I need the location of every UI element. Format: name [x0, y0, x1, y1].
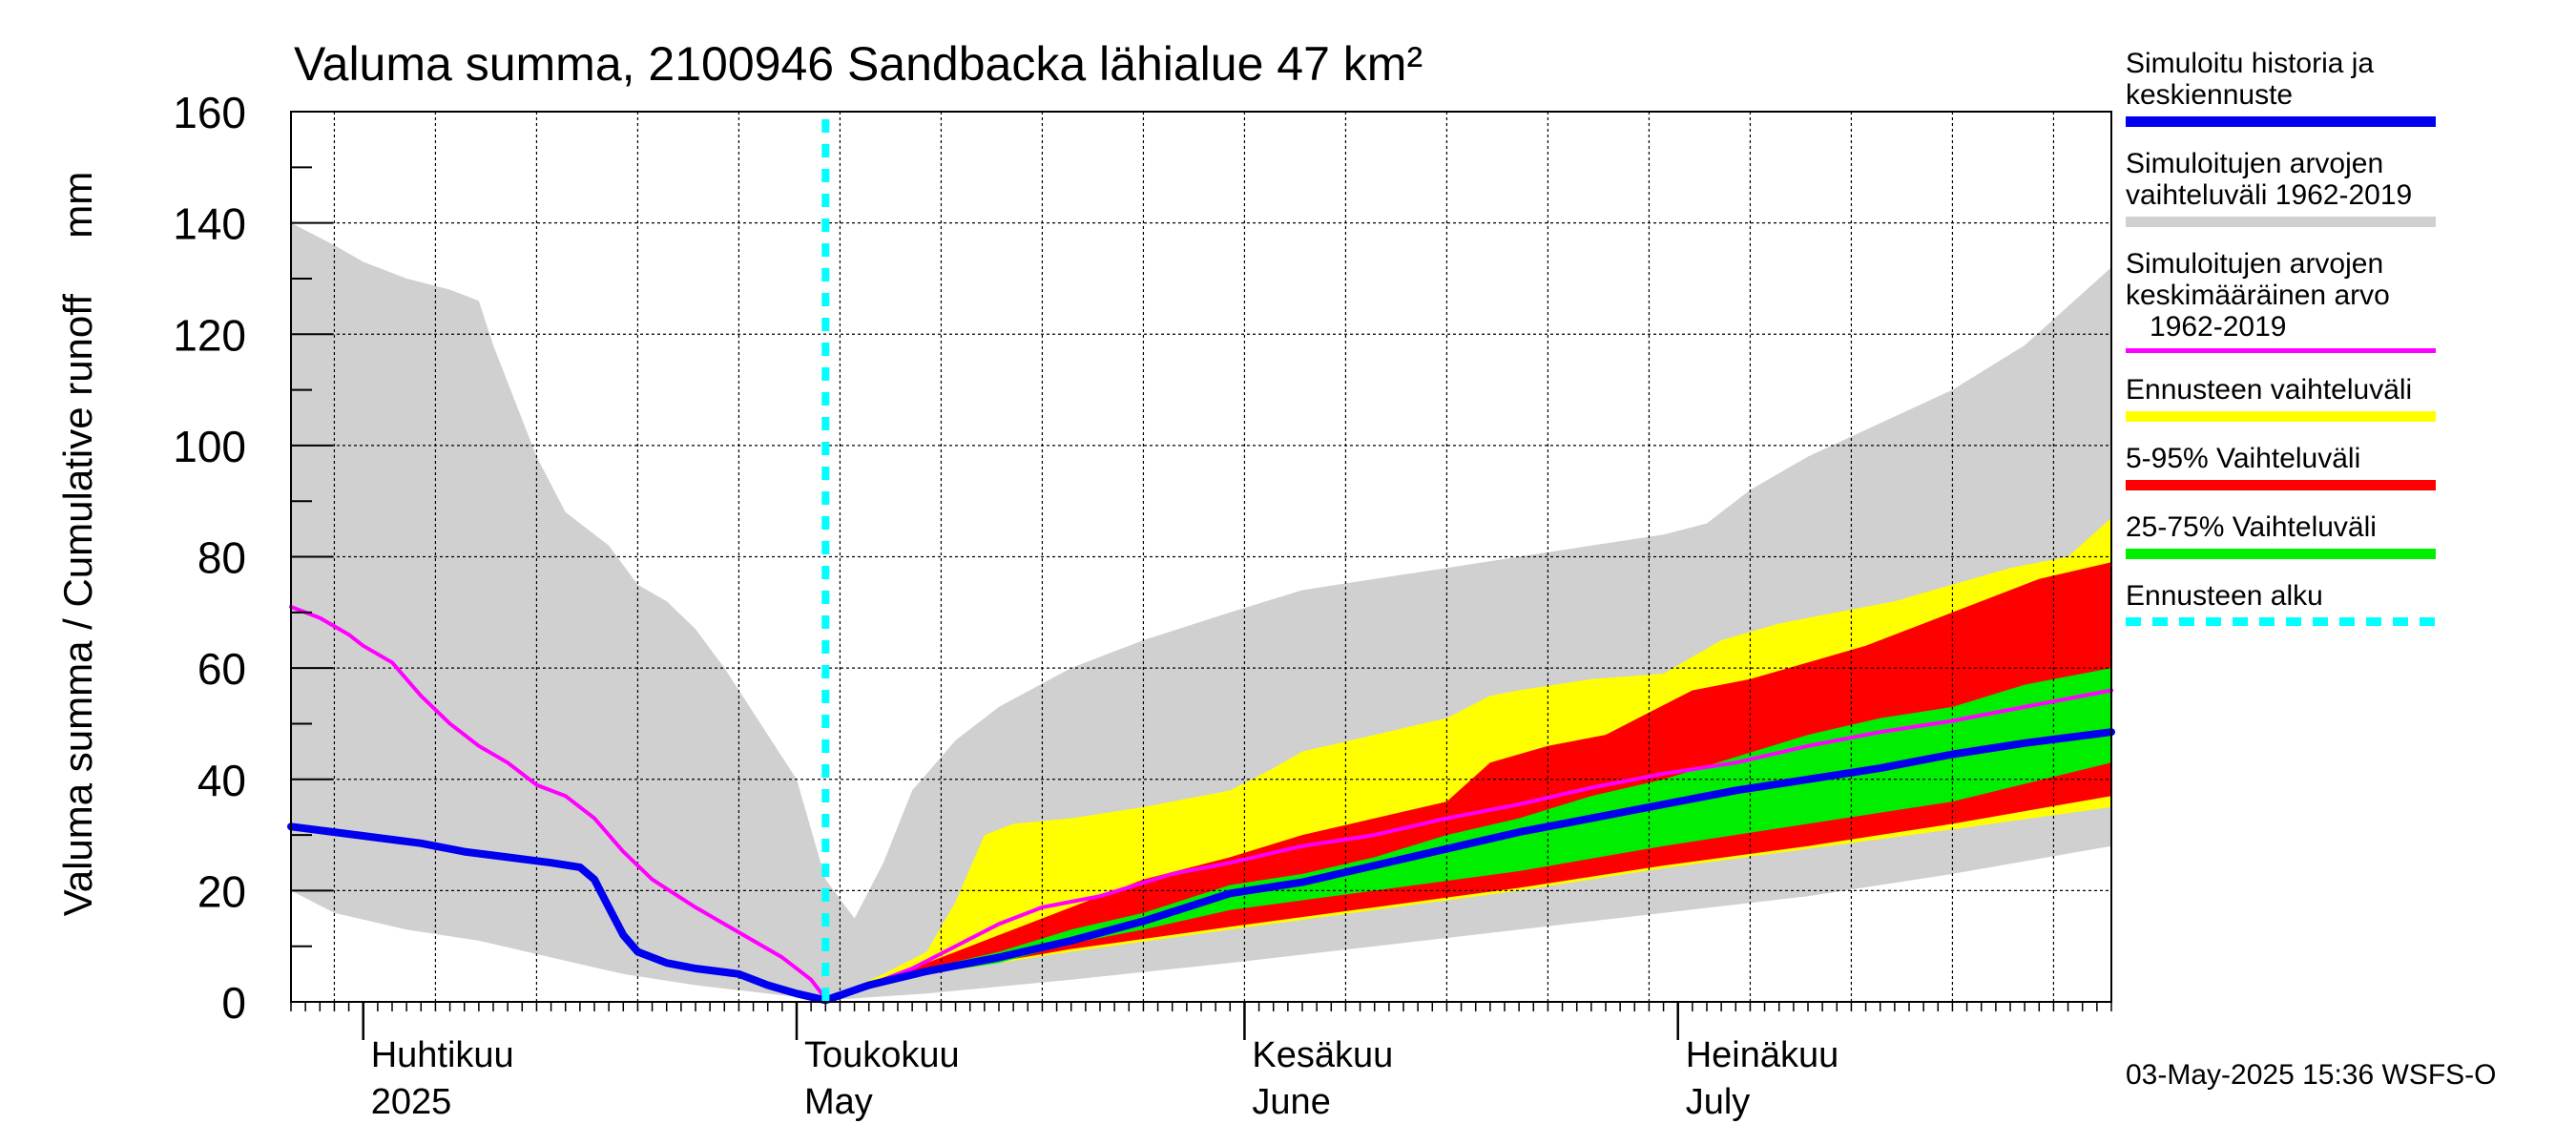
legend-label: 5-95% Vaihteluväli: [2126, 443, 2361, 474]
legend-item: Simuloitu historia ja keskiennuste: [2126, 48, 2469, 127]
y-tick-label: 60: [197, 644, 246, 694]
axes: [290, 111, 2112, 1040]
chart-title: Valuma summa, 2100946 Sandbacka lähialue…: [294, 37, 1423, 91]
y-axis-label: Valuma summa / Cumulative runoff mm: [55, 172, 100, 916]
legend-item: 25-75% Vaihteluväli: [2126, 511, 2469, 559]
legend-swatch: [2126, 411, 2436, 422]
legend-label: Simuloitu historia ja keskiennuste: [2126, 48, 2375, 111]
legend-item: 5-95% Vaihteluväli: [2126, 443, 2469, 490]
x-month-labels: Huhtikuu 2025 Toukokuu May Kesäkuu June Heinäk…: [371, 1035, 1839, 1122]
y-tick-label: 0: [221, 978, 246, 1028]
y-tick-label: 160: [173, 88, 246, 137]
band-3: [825, 562, 2111, 1001]
legend-swatch: [2126, 116, 2436, 127]
month-label-fi: Toukokuu: [804, 1035, 960, 1075]
series-line-2: [287, 728, 2115, 1005]
legend-label: 25-75% Vaihteluväli: [2126, 511, 2377, 543]
legend: Simuloitu historia ja keskiennuste Simulo…: [2126, 48, 2469, 647]
month-label-fi: Kesäkuu: [1252, 1035, 1393, 1075]
legend-swatch: [2126, 348, 2436, 353]
range-bands: [291, 222, 2111, 1001]
legend-label: Simuloitujen arvojen keskimääräinen arvo…: [2126, 248, 2390, 343]
y-tick-label: 140: [173, 199, 246, 249]
legend-swatch: [2126, 549, 2436, 559]
legend-item: Simuloitujen arvojen keskimääräinen arvo…: [2126, 248, 2469, 353]
series-lines: [287, 605, 2115, 1005]
legend-item: Ennusteen alku: [2126, 580, 2469, 626]
y-tick-label: 40: [197, 756, 246, 805]
month-label-en: 2025: [371, 1082, 452, 1122]
y-tick-label: 100: [173, 422, 246, 471]
month-label-en: June: [1252, 1082, 1330, 1122]
y-tick-labels: 0 20 40 60 80 100 120 140 160: [173, 88, 246, 1028]
month-label-en: July: [1686, 1082, 1751, 1122]
y-tick-label: 80: [197, 533, 246, 583]
month-label-fi: Huhtikuu: [371, 1035, 514, 1075]
month-label-en: May: [804, 1082, 873, 1122]
legend-swatch: [2126, 617, 2436, 626]
legend-label: Simuloitujen arvojen vaihteluväli 1962-2…: [2126, 148, 2413, 211]
legend-item: Ennusteen vaihteluväli: [2126, 374, 2469, 422]
timestamp: 03-May-2025 15:36 WSFS-O: [2126, 1059, 2497, 1091]
legend-label: Ennusteen vaihteluväli: [2126, 374, 2413, 406]
y-tick-label: 20: [197, 866, 246, 916]
legend-swatch: [2126, 217, 2436, 227]
month-label-fi: Heinäkuu: [1686, 1035, 1839, 1075]
legend-label: Ennusteen alku: [2126, 580, 2323, 612]
y-tick-label: 120: [173, 310, 246, 360]
legend-item: Simuloitujen arvojen vaihteluväli 1962-2…: [2126, 148, 2469, 227]
legend-swatch: [2126, 480, 2436, 490]
